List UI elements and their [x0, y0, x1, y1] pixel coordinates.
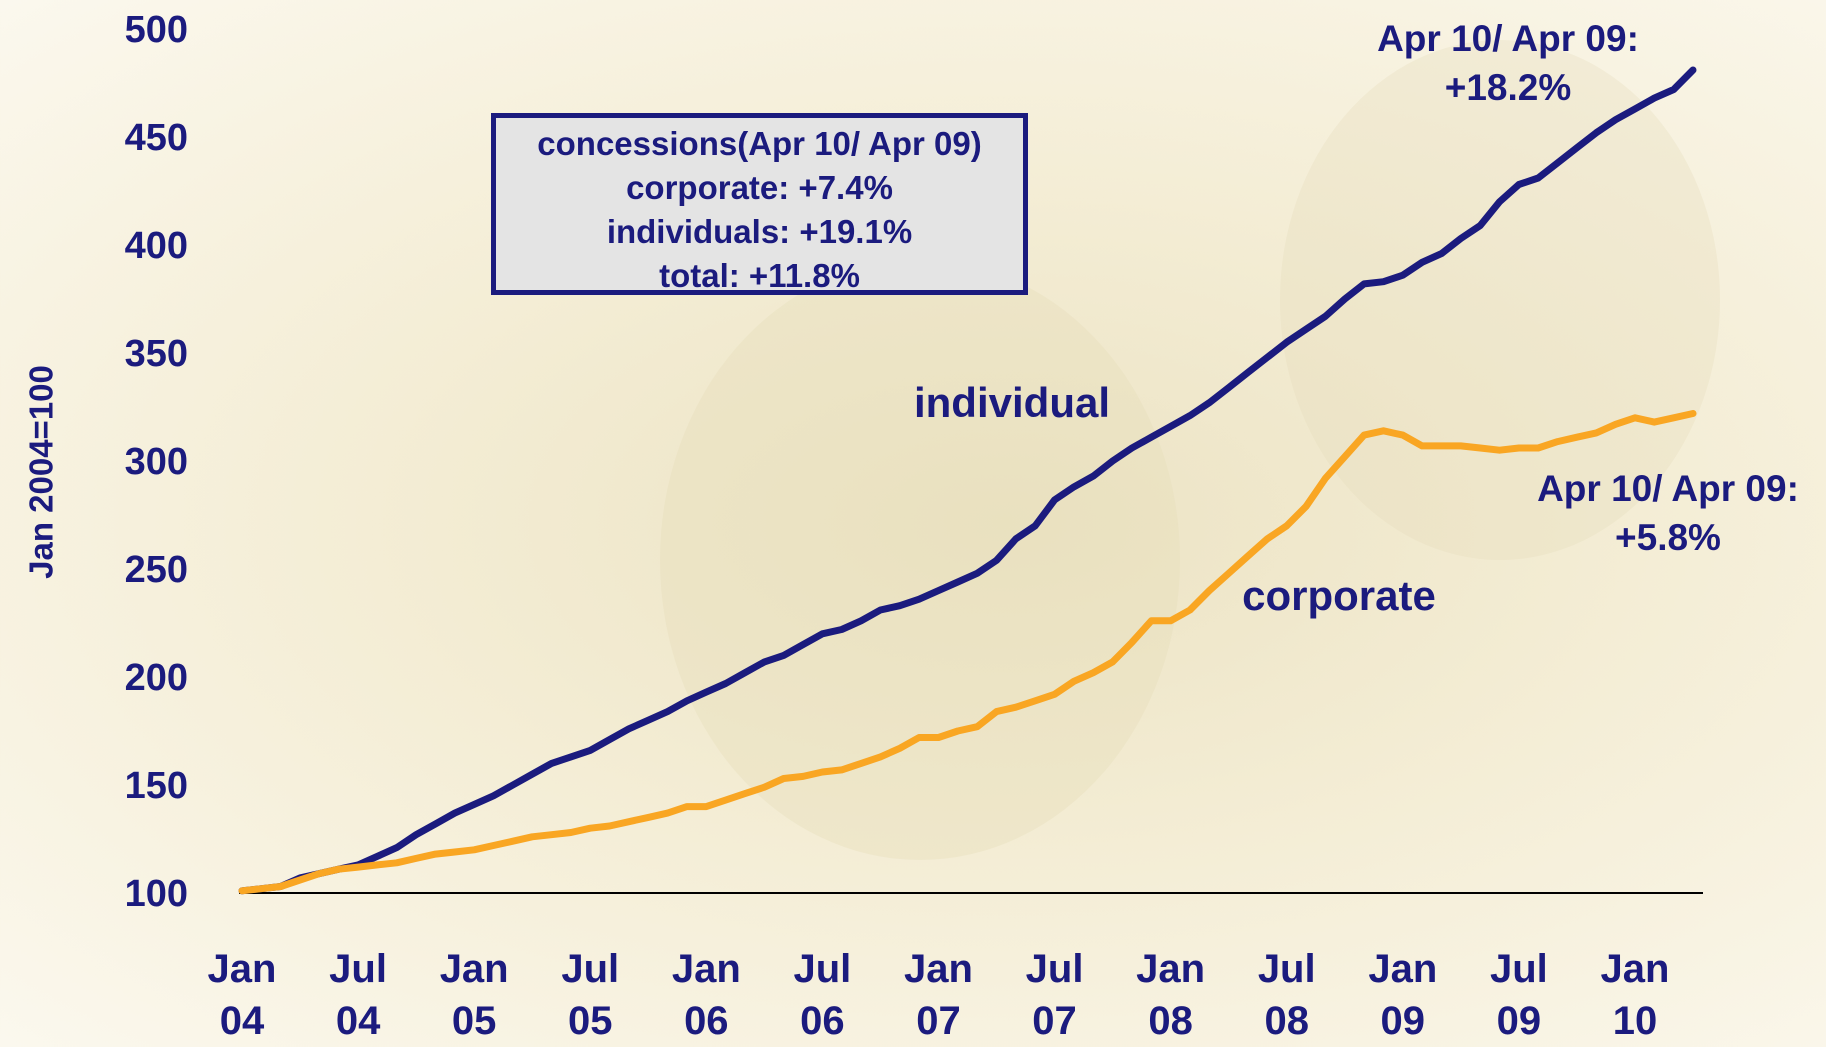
- x-tick-label: Jul 06: [777, 943, 867, 1047]
- annotation: Apr 10/ Apr 09:+18.2%: [1348, 14, 1668, 112]
- x-tick-label: Jan 06: [661, 943, 751, 1047]
- y-tick-label: 200: [125, 657, 188, 699]
- annotation-line: +5.8%: [1508, 513, 1826, 562]
- x-tick-label: Jul 04: [313, 943, 403, 1047]
- x-tick-label: Jan 10: [1590, 943, 1680, 1047]
- annotation-line: Apr 10/ Apr 09:: [1508, 464, 1826, 513]
- x-tick-label: Jan 05: [429, 943, 519, 1047]
- x-tick-label: Jan 07: [893, 943, 983, 1047]
- series-label: corporate: [1242, 572, 1436, 619]
- x-tick-label: Jan 09: [1358, 943, 1448, 1047]
- text-box-line: concessions(Apr 10/ Apr 09): [496, 122, 1023, 166]
- y-tick-label: 100: [125, 873, 188, 915]
- text-box-line: total: +11.8%: [496, 254, 1023, 298]
- background-shape: [660, 260, 1180, 860]
- x-tick-label: Jan 08: [1126, 943, 1216, 1047]
- page: Jan 2004=100 100 150 200 250 300 350 400 450 500…: [0, 0, 1826, 1045]
- y-tick-label: 300: [125, 441, 188, 483]
- annotation: Apr 10/ Apr 09:+5.8%: [1508, 464, 1826, 562]
- annotation-line: Apr 10/ Apr 09:: [1348, 14, 1668, 63]
- text-box-line: individuals: +19.1%: [496, 210, 1023, 254]
- annotation-line: +18.2%: [1348, 63, 1668, 112]
- x-tick-label: Jul 07: [1010, 943, 1100, 1047]
- y-tick-label: 350: [125, 333, 188, 375]
- y-tick-label: 150: [125, 765, 188, 807]
- series-label: individual: [914, 379, 1110, 426]
- text-box: concessions(Apr 10/ Apr 09)corporate: +7…: [491, 113, 1028, 295]
- y-axis-title: Jan 2004=100: [23, 365, 60, 579]
- y-tick-label: 250: [125, 549, 188, 591]
- x-tick-label: Jan 04: [197, 943, 287, 1047]
- x-tick-label: Jul 09: [1474, 943, 1564, 1047]
- x-tick-label: Jul 08: [1242, 943, 1332, 1047]
- x-tick-label: Jul 05: [545, 943, 635, 1047]
- text-box-line: corporate: +7.4%: [496, 166, 1023, 210]
- y-tick-label: 500: [125, 9, 188, 51]
- y-tick-label: 400: [125, 225, 188, 267]
- y-tick-label: 450: [125, 117, 188, 159]
